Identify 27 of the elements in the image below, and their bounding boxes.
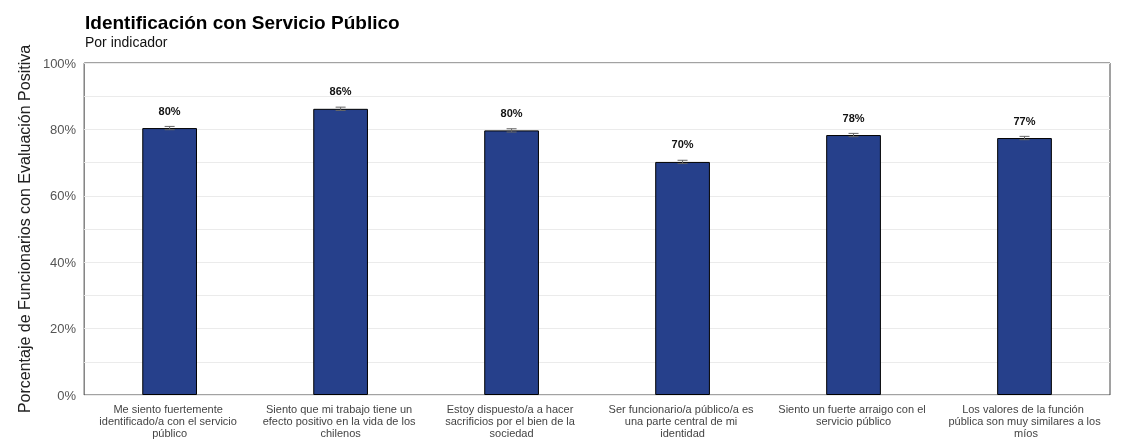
bar (655, 161, 710, 395)
y-axis-title: Porcentaje de Funcionarios con Evaluación Positiva (15, 44, 33, 414)
chart-title: Identificación con Servicio Público (85, 12, 400, 33)
y-tick-label: 100% (42, 55, 77, 71)
x-tick-label: Siento que mi trabajo tiene un efecto positivo en la vida de los chilenos (262, 403, 419, 439)
y-tick-label: 40% (50, 254, 77, 270)
chart-subtitle: Por indicador (85, 34, 168, 50)
data-label: 80% (158, 104, 181, 117)
y-tick-label: 20% (50, 321, 77, 337)
data-label: 78% (842, 111, 865, 124)
data-label: 86% (329, 85, 352, 98)
y-tick-label: 0% (57, 387, 77, 403)
bar (142, 128, 197, 395)
data-label: 77% (1013, 114, 1036, 127)
bar (313, 108, 368, 395)
bar (484, 130, 539, 395)
data-label: 70% (671, 138, 694, 151)
bar (997, 138, 1052, 395)
x-tick-label: Ser funcionario/a público/a es una parte central de mi identidad (608, 403, 757, 439)
y-tick-label: 80% (50, 121, 77, 137)
x-tick-label: Estoy dispuesto/a a hacer sacrificios por el bien de la sociedad (445, 403, 578, 439)
x-tick-label: Los valores de la función pública son muy similares a los míos (948, 403, 1102, 439)
x-tick-label: Me siento fuertemente identificado/a con el servicio público (99, 403, 240, 439)
x-tick-label: Siento un fuerte arraigo con el servicio público (778, 403, 929, 427)
y-tick-label: 60% (50, 188, 77, 204)
data-label: 80% (500, 106, 523, 119)
bar (826, 135, 881, 395)
